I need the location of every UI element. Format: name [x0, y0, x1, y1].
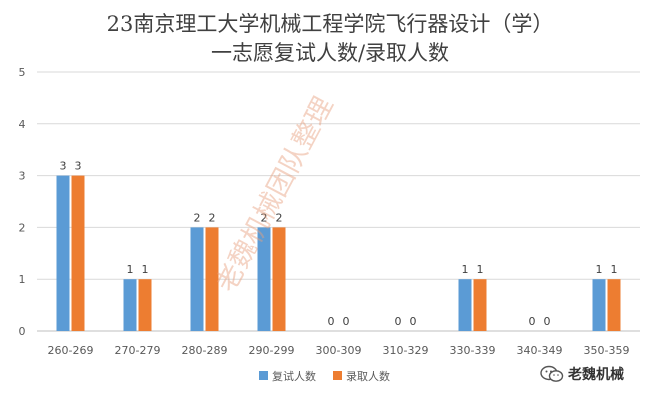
chart-title: 23南京理工大学机械工程学院飞行器设计（学） 一志愿复试人数/录取人数 — [0, 10, 660, 68]
y-tick-label: 5 — [19, 66, 26, 79]
y-axis-ticks: 0 1 2 3 4 5 — [19, 66, 26, 338]
bar-series-2 — [138, 279, 152, 331]
legend-swatch-series-1 — [259, 371, 268, 380]
data-label: 0 — [328, 315, 335, 328]
x-tick-label: 260-269 — [48, 344, 94, 357]
bar-series-2 — [272, 227, 286, 331]
data-label: 1 — [127, 263, 134, 276]
data-label: 0 — [544, 315, 551, 328]
data-label: 1 — [611, 263, 618, 276]
data-label: 1 — [462, 263, 469, 276]
data-label: 0 — [343, 315, 350, 328]
x-tick-label: 330-339 — [450, 344, 496, 357]
data-label: 1 — [477, 263, 484, 276]
data-label: 0 — [410, 315, 417, 328]
chart-title-line-2: 一志愿复试人数/录取人数 — [210, 41, 450, 65]
x-tick-label: 350-359 — [584, 344, 630, 357]
data-label: 0 — [529, 315, 536, 328]
bar-series-2 — [473, 279, 487, 331]
x-tick-label: 300-309 — [316, 344, 362, 357]
legend-label-series-1: 复试人数 — [272, 369, 316, 383]
legend: 复试人数 录取人数 — [259, 369, 390, 383]
bar-series-1 — [458, 279, 472, 331]
data-label: 3 — [60, 160, 67, 173]
data-label: 0 — [395, 315, 402, 328]
bar-series-2 — [607, 279, 621, 331]
chart-title-line-1: 23南京理工大学机械工程学院飞行器设计（学） — [106, 12, 554, 36]
bar-series-2 — [205, 227, 219, 331]
bar-series-1 — [257, 227, 271, 331]
y-tick-label: 4 — [19, 118, 26, 131]
data-label: 2 — [261, 211, 268, 224]
x-tick-label: 280-289 — [182, 344, 228, 357]
data-label: 3 — [75, 160, 82, 173]
data-label: 2 — [209, 211, 216, 224]
data-label: 1 — [142, 263, 149, 276]
y-tick-label: 1 — [19, 273, 26, 286]
bar-series-1 — [592, 279, 606, 331]
x-axis-ticks: 260-269 270-279 280-289 290-299 300-309 310-3… — [48, 344, 630, 357]
y-tick-label: 0 — [19, 325, 26, 338]
bar-series-2 — [71, 175, 85, 331]
x-tick-label: 310-329 — [383, 344, 429, 357]
bar-series-1 — [123, 279, 137, 331]
bar-series-1 — [56, 175, 70, 331]
wechat-icon — [540, 365, 564, 382]
bar-series-1 — [190, 227, 204, 331]
y-tick-label: 3 — [19, 170, 26, 183]
brand-logo: 老魏机械 — [540, 364, 624, 384]
data-label: 1 — [596, 263, 603, 276]
brand-label: 老魏机械 — [568, 367, 624, 383]
legend-label-series-2: 录取人数 — [346, 370, 390, 383]
x-tick-label: 340-349 — [517, 344, 563, 357]
data-labels: 3 31 12 2 2 20 0 0 01 10 01 1 — [60, 160, 618, 328]
x-tick-label: 290-299 — [249, 344, 295, 357]
data-label: 2 — [194, 211, 201, 224]
data-label: 2 — [276, 211, 283, 224]
y-tick-label: 2 — [19, 221, 26, 234]
gridlines — [37, 71, 640, 332]
legend-swatch-series-2 — [333, 371, 342, 380]
bars — [56, 175, 621, 331]
x-tick-label: 270-279 — [115, 344, 161, 357]
